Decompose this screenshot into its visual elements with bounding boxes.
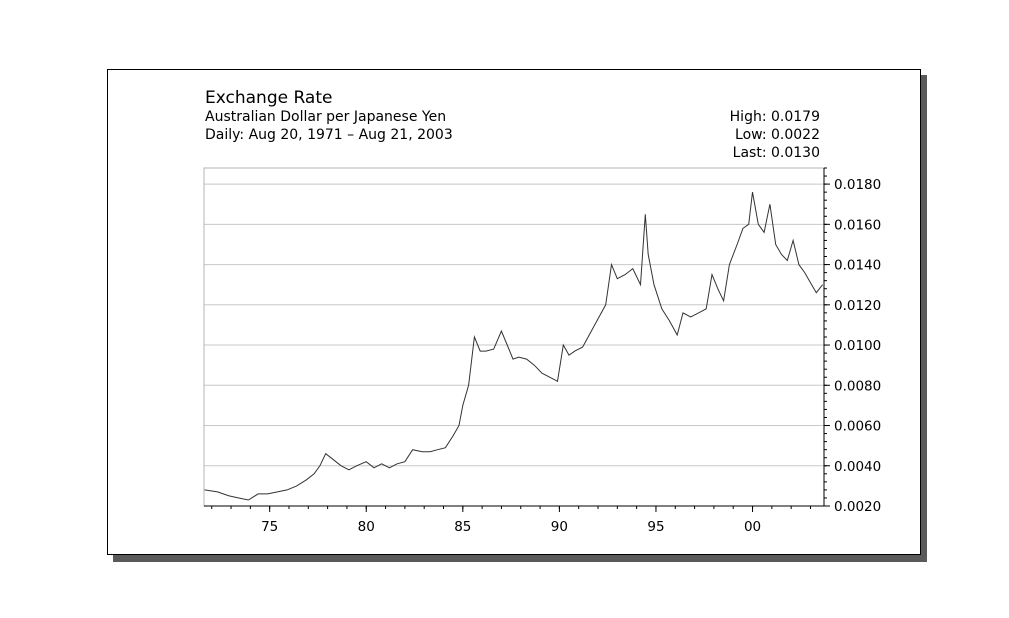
series-line: [204, 192, 823, 501]
y-tick-label-2: 0.0060: [834, 419, 881, 435]
y-tick-label-8: 0.0180: [834, 177, 881, 193]
x-tick-label-5: 00: [744, 519, 761, 535]
x-tick-label-2: 85: [454, 519, 471, 535]
y-tick-label-0: 0.0020: [834, 499, 881, 515]
chart-title: Exchange Rate: [205, 88, 333, 108]
y-tick-label-3: 0.0080: [834, 378, 881, 394]
y-axis-ticks: 0.0020 0.0040 0.0060 0.0080 0.0100 0.0120 0.01…: [824, 177, 881, 515]
x-tick-label-4: 95: [647, 519, 664, 535]
y-tick-label-4: 0.0100: [834, 338, 881, 354]
y-tick-label-5: 0.0120: [834, 298, 881, 314]
stat-last: Last: 0.0130: [732, 145, 820, 161]
y-tick-label-1: 0.0040: [834, 459, 881, 475]
stat-high: High: 0.0179: [729, 109, 820, 125]
chart-frame: Exchange Rate Australian Dollar per Japa…: [107, 69, 921, 555]
x-tick-label-1: 80: [358, 519, 375, 535]
y-tick-label-7: 0.0160: [834, 217, 881, 233]
x-tick-label-0: 75: [261, 519, 278, 535]
x-axis-ticks: 75 80 85 90 95 00: [211, 506, 811, 535]
date-range: Daily: Aug 20, 1971 – Aug 21, 2003: [205, 127, 453, 143]
x-tick-label-3: 90: [551, 519, 568, 535]
y-tick-label-6: 0.0140: [834, 258, 881, 274]
chart-subtitle: Australian Dollar per Japanese Yen: [205, 109, 447, 125]
grid-lines: [204, 183, 824, 467]
stat-low: Low: 0.0022: [735, 127, 820, 143]
plot-area: [203, 167, 825, 507]
